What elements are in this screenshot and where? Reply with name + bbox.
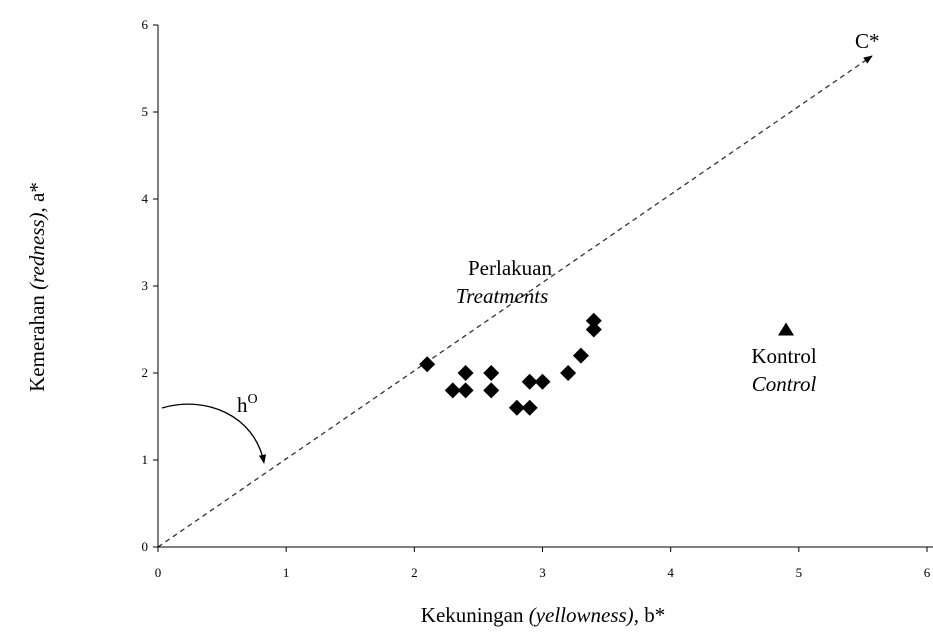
y-label-part: , a* xyxy=(25,182,49,212)
data-point xyxy=(534,373,551,390)
x-tick-label: 6 xyxy=(924,565,931,580)
treatment-label: Perlakuan xyxy=(468,256,552,280)
y-tick-label: 5 xyxy=(142,104,149,119)
data-point xyxy=(585,321,602,338)
chroma-label: C* xyxy=(855,29,880,53)
hue-label: hO xyxy=(237,392,258,417)
x-label-part: , b* xyxy=(634,603,666,627)
control-label-en: Control xyxy=(752,372,817,396)
y-axis-label: Kemerahan (redness), a* xyxy=(25,182,49,392)
data-point xyxy=(457,382,474,399)
data-point xyxy=(508,399,525,416)
hue-sup: O xyxy=(248,392,258,407)
data-point xyxy=(419,356,436,373)
y-tick-label: 4 xyxy=(142,191,149,206)
x-label-part: (yellowness) xyxy=(529,603,634,627)
y-tick-label: 1 xyxy=(142,452,149,467)
y-label-part: (redness) xyxy=(25,212,49,289)
x-label-part: Kekuningan xyxy=(421,603,529,627)
data-point xyxy=(585,312,602,329)
chroma-line xyxy=(157,55,873,548)
data-point xyxy=(778,322,795,336)
y-tick-label: 2 xyxy=(142,365,149,380)
data-point xyxy=(457,365,474,381)
y-label-part: Kemerahan xyxy=(25,290,49,392)
x-tick-label: 0 xyxy=(155,565,162,580)
y-tick-label: 6 xyxy=(142,17,149,32)
treatment-label-en: Treatments xyxy=(456,284,549,308)
x-tick-label: 1 xyxy=(283,565,290,580)
x-tick-label: 5 xyxy=(796,565,803,580)
control-label: Kontrol xyxy=(751,344,816,368)
y-tick-label: 0 xyxy=(142,539,149,554)
data-point xyxy=(521,373,538,390)
hue-arrow xyxy=(161,403,267,464)
data-point xyxy=(572,347,589,364)
data-point xyxy=(444,382,461,399)
x-tick-label: 4 xyxy=(667,565,674,580)
data-point xyxy=(483,365,500,381)
data-point xyxy=(560,365,577,381)
x-tick-label: 3 xyxy=(539,565,546,580)
x-tick-label: 2 xyxy=(411,565,418,580)
data-point xyxy=(483,382,500,399)
x-axis-label: Kekuningan (yellowness), b* xyxy=(421,603,665,627)
data-point xyxy=(521,399,538,416)
hue-h: h xyxy=(237,393,248,417)
y-tick-label: 3 xyxy=(142,278,149,293)
